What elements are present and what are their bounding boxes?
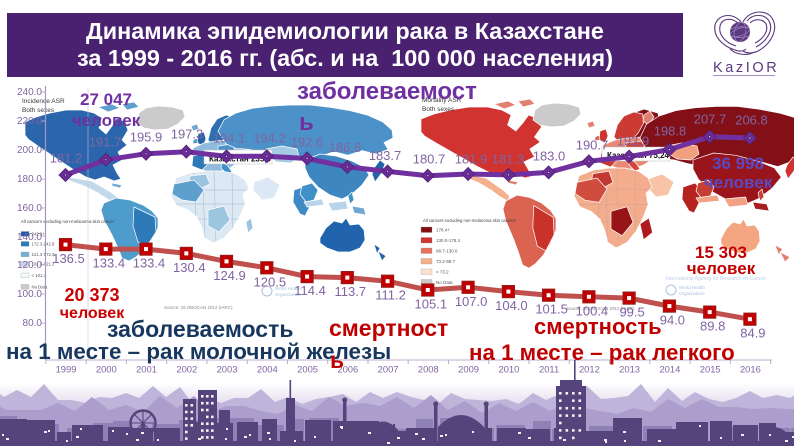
svg-text:2010: 2010: [498, 364, 519, 375]
svg-text:113.7: 113.7: [335, 284, 367, 299]
svg-text:181.9: 181.9: [455, 152, 488, 167]
svg-text:2006: 2006: [337, 364, 358, 375]
svg-text:207.7: 207.7: [694, 112, 727, 127]
svg-text:2000: 2000: [96, 364, 117, 375]
svg-text:111.2: 111.2: [375, 288, 406, 303]
svg-text:KazIOR: KazIOR: [713, 60, 779, 76]
svg-text:2002: 2002: [176, 364, 197, 375]
svg-text:89.8: 89.8: [700, 319, 725, 334]
svg-text:101.3-121.3: 101.3-121.3: [32, 262, 56, 267]
svg-text:124.9: 124.9: [213, 268, 246, 283]
svg-text:181.2: 181.2: [50, 151, 83, 166]
svg-text:100.0: 100.0: [17, 289, 42, 300]
svg-text:Казахстан 235,0: Казахстан 235,0: [209, 155, 272, 164]
svg-text:2004: 2004: [257, 364, 278, 375]
svg-text:Mortality ASR: Mortality ASR: [422, 97, 462, 104]
svg-text:133.4: 133.4: [93, 256, 126, 271]
svg-text:105.1: 105.1: [415, 297, 448, 312]
svg-text:2012: 2012: [579, 364, 600, 375]
svg-text:240.0: 240.0: [17, 87, 42, 98]
svg-text:99.5: 99.5: [619, 305, 644, 320]
svg-text:136.5: 136.5: [52, 251, 85, 266]
svg-text:107.0: 107.0: [455, 294, 488, 309]
svg-text:100.4: 100.4: [576, 303, 609, 318]
svg-text:190.7: 190.7: [576, 138, 609, 153]
svg-text:2011: 2011: [539, 364, 559, 375]
svg-text:120.0: 120.0: [17, 260, 42, 271]
svg-text:2003: 2003: [217, 364, 238, 375]
svg-text:242.9+: 242.9+: [32, 232, 46, 237]
svg-text:183.0: 183.0: [533, 149, 566, 164]
svg-text:194.1: 194.1: [213, 131, 246, 146]
svg-text:160.0: 160.0: [17, 203, 42, 214]
svg-text:Organization: Organization: [275, 292, 301, 297]
svg-text:172.3-242.9: 172.3-242.9: [32, 242, 56, 247]
svg-text:2001: 2001: [136, 364, 157, 375]
svg-text:2015: 2015: [700, 364, 721, 375]
svg-text:191.7: 191.7: [89, 135, 122, 150]
svg-text:206.8: 206.8: [735, 113, 768, 128]
svg-text:94.0: 94.0: [660, 313, 685, 328]
svg-text:186.8: 186.8: [329, 140, 362, 155]
svg-text:1999: 1999: [56, 364, 77, 375]
svg-text:130.0-178.4: 130.0-178.4: [436, 238, 461, 243]
svg-text:101.5: 101.5: [535, 302, 568, 317]
svg-text:73.2-98.7: 73.2-98.7: [436, 259, 456, 264]
svg-text:84.9: 84.9: [740, 326, 765, 341]
svg-text:194.2: 194.2: [253, 131, 286, 146]
svg-text:2014: 2014: [659, 364, 680, 375]
svg-text:Source: GLOBOCAN 2012 (IARC): Source: GLOBOCAN 2012 (IARC): [164, 305, 233, 310]
svg-text:No Data: No Data: [32, 285, 48, 290]
svg-text:114.4: 114.4: [294, 283, 326, 298]
svg-text:2005: 2005: [297, 364, 318, 375]
svg-text:193.9: 193.9: [617, 134, 650, 149]
svg-text:130.4: 130.4: [173, 260, 206, 275]
svg-text:World Health: World Health: [275, 286, 301, 291]
svg-text:Incidence ASR: Incidence ASR: [22, 98, 65, 105]
svg-text:International Agency for Resea: International Agency for Research on Can…: [666, 276, 766, 282]
svg-text:Source: GLOBOCAN 2012 (IARC): Source: GLOBOCAN 2012 (IARC): [566, 306, 635, 311]
svg-text:Organization: Organization: [679, 291, 705, 296]
svg-text:2009: 2009: [458, 364, 479, 375]
svg-text:2016: 2016: [740, 364, 761, 375]
svg-text:180.0: 180.0: [17, 174, 42, 185]
svg-text:198.8: 198.8: [654, 124, 687, 139]
svg-text:140.0: 140.0: [17, 232, 42, 243]
svg-text:192.6: 192.6: [291, 135, 324, 150]
svg-text:183.7: 183.7: [369, 148, 402, 163]
svg-text:2008: 2008: [418, 364, 439, 375]
svg-text:80.0: 80.0: [23, 318, 43, 329]
svg-text:No Data: No Data: [436, 280, 453, 285]
svg-text:2007: 2007: [378, 364, 399, 375]
svg-text:104.0: 104.0: [495, 298, 528, 313]
svg-text:133.4: 133.4: [133, 256, 166, 271]
svg-text:All cancers excluding non-mela: All cancers excluding non-melanoma skin …: [21, 219, 115, 224]
svg-text:2013: 2013: [619, 364, 640, 375]
svg-text:200.0: 200.0: [17, 145, 42, 156]
svg-text:World Health: World Health: [679, 285, 705, 290]
svg-text:120.5: 120.5: [254, 274, 287, 289]
svg-text:197.3: 197.3: [171, 127, 204, 142]
svg-text:Both sexes: Both sexes: [22, 107, 55, 114]
svg-text:181.3: 181.3: [492, 152, 525, 167]
svg-text:195.9: 195.9: [130, 130, 163, 145]
svg-text:< 101.3: < 101.3: [32, 273, 47, 278]
svg-text:Both sexes: Both sexes: [422, 106, 455, 113]
svg-text:220.0: 220.0: [17, 116, 42, 127]
svg-text:All cancers excluding non-mela: All cancers excluding non-melanoma skin …: [423, 218, 516, 223]
svg-text:98.7-130.0: 98.7-130.0: [436, 249, 458, 254]
svg-text:178.4+: 178.4+: [436, 228, 450, 233]
svg-text:180.7: 180.7: [413, 152, 446, 167]
svg-text:121.3-172.3: 121.3-172.3: [32, 252, 56, 257]
svg-text:< 73.2: < 73.2: [436, 270, 449, 275]
